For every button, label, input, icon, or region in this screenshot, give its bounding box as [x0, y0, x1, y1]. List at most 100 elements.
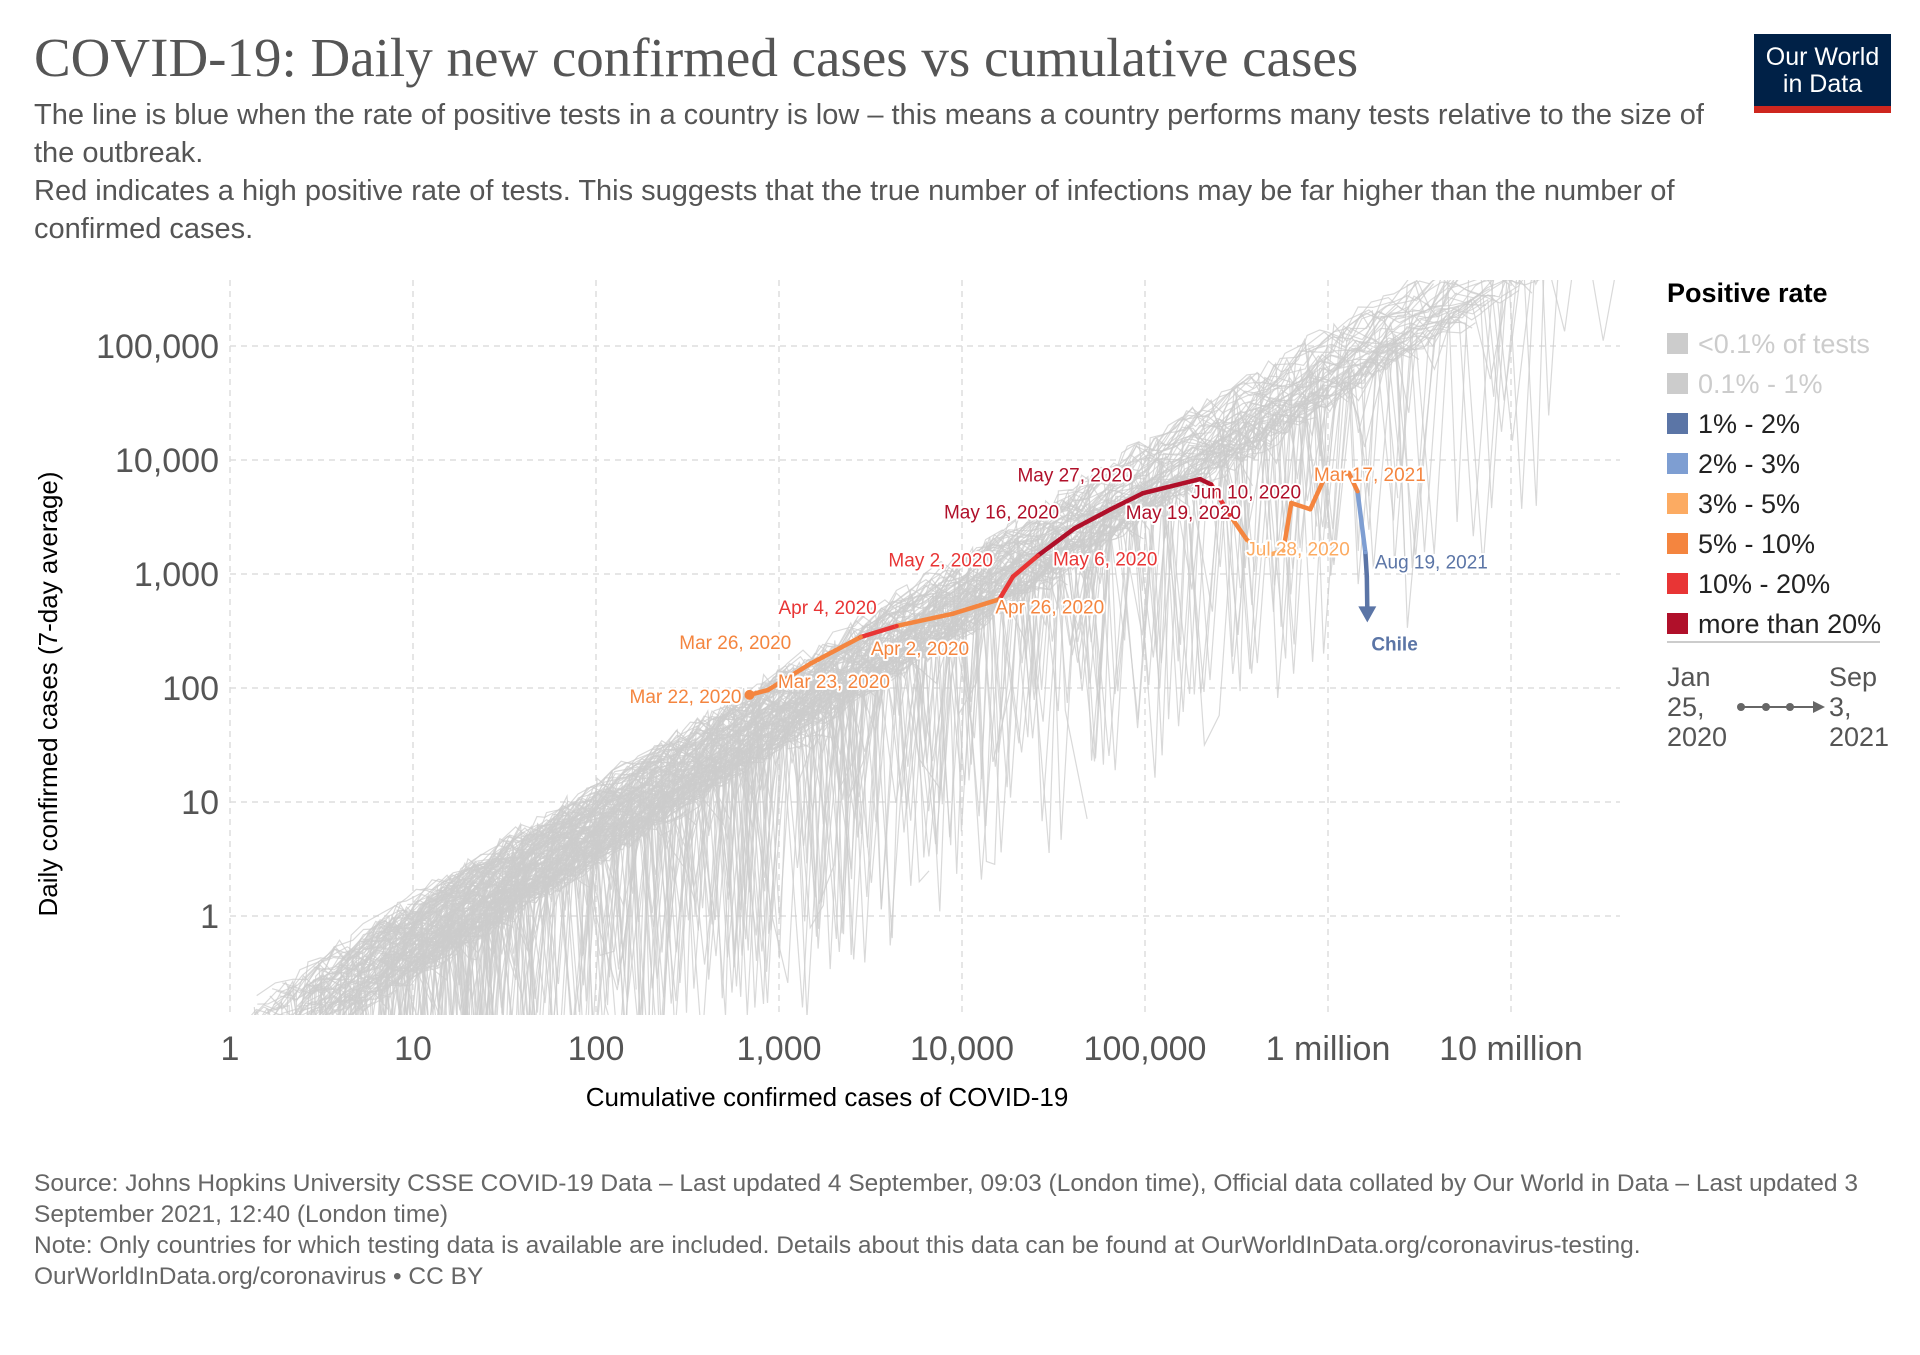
legend-item[interactable]: more than 20% — [1667, 609, 1881, 639]
subtitle-line-2: Red indicates a high positive rate of te… — [34, 175, 1675, 245]
chile-segment — [997, 574, 1016, 602]
date-annotation: Jul 28, 2020 — [1246, 540, 1350, 561]
country-line — [366, 895, 544, 1015]
legend-swatch — [1667, 493, 1688, 514]
chile-segment — [951, 597, 1002, 616]
chart-title: COVID-19: Daily new confirmed cases vs c… — [34, 27, 1359, 88]
chile-point — [744, 689, 755, 700]
date-annotation: Apr 4, 2020 — [779, 598, 877, 619]
background-series — [250, 280, 1615, 1015]
note-text: Note: Only countries for which testing d… — [34, 1232, 1641, 1259]
date-annotation: Aug 19, 2021 — [1375, 553, 1488, 574]
date-annotation: Mar 26, 2020 — [679, 633, 791, 654]
legend-label: 3% - 5% — [1698, 489, 1800, 519]
chile-segment — [808, 634, 864, 666]
legend-item[interactable]: 1% - 2% — [1667, 409, 1800, 439]
chile-segment — [894, 611, 956, 629]
timeline-end-3: 2021 — [1829, 722, 1889, 752]
chile-segment — [1264, 548, 1286, 558]
legend-item[interactable]: 5% - 10% — [1667, 529, 1815, 559]
chile-point — [1281, 548, 1286, 553]
chart-subtitle: The line is blue when the rate of positi… — [34, 96, 1714, 248]
country-line — [359, 827, 632, 1015]
date-annotation: May 27, 2020 — [1017, 465, 1132, 486]
chile-point — [951, 611, 956, 616]
country-line — [341, 763, 726, 1015]
chile-point — [1011, 574, 1016, 579]
country-line — [435, 665, 884, 1015]
y-tick-label: 100 — [162, 670, 219, 708]
country-line — [350, 280, 1541, 1015]
x-tick-label: 100,000 — [1084, 1030, 1207, 1068]
legend-swatch — [1667, 413, 1688, 434]
chile-segment — [1140, 476, 1203, 496]
chile-series[interactable]: Mar 22, 2020 Mar 23, 2020 Mar 26, 2020 Apr … — [628, 463, 1490, 710]
y-tick-label: 10 — [181, 784, 219, 822]
y-tick-label: 1 — [200, 898, 219, 936]
chile-segment — [1244, 537, 1269, 558]
logo-line-2: in Data — [1782, 70, 1863, 98]
country-line — [296, 308, 1450, 1015]
chile-point — [1321, 477, 1326, 482]
chile-point — [1140, 491, 1145, 496]
x-tick-label: 10 — [394, 1030, 432, 1068]
timeline[interactable]: Jan 25, 2020 Sep 3, 2021 — [1667, 662, 1889, 752]
country-line — [360, 807, 628, 1015]
chile-point — [1035, 553, 1040, 558]
chile-label: Chile — [1371, 634, 1417, 655]
chile-segment — [1321, 470, 1352, 482]
timeline-end-1: Sep — [1829, 662, 1877, 692]
legend-label: 10% - 20% — [1698, 569, 1830, 599]
chile-segment — [1227, 512, 1250, 542]
country-line — [307, 682, 816, 1015]
chile-arrow-icon — [1358, 606, 1377, 623]
chile-segment — [1281, 500, 1294, 553]
chile-point — [1308, 507, 1313, 512]
axis-ticks: 1 10 100 1,000 10,000 100,000 1 million 10 mill… — [96, 328, 1583, 1068]
legend-item[interactable]: 10% - 20% — [1667, 569, 1830, 599]
chile-segment — [1308, 476, 1327, 512]
grid — [229, 280, 1620, 1015]
date-annotation: Jun 10, 2020 — [1191, 482, 1301, 503]
credit-link[interactable]: OurWorldInData.org/coronavirus • CC BY — [34, 1263, 484, 1290]
x-axis-title: Cumulative confirmed cases of COVID-19 — [586, 1082, 1069, 1112]
y-tick-label: 100,000 — [96, 328, 219, 366]
legend-swatch — [1667, 333, 1688, 354]
chile-segment — [1035, 526, 1077, 558]
x-tick-label: 1,000 — [736, 1030, 821, 1068]
date-annotation: Mar 22, 2020 — [630, 687, 742, 708]
chile-segment — [1010, 553, 1041, 579]
source-text: Source: Johns Hopkins University CSSE CO… — [34, 1170, 1858, 1228]
footer: Source: Johns Hopkins University CSSE CO… — [34, 1168, 1874, 1292]
legend-item[interactable]: 0.1% - 1% — [1667, 369, 1823, 399]
date-annotation: May 16, 2020 — [944, 503, 1059, 524]
chile-point — [1264, 553, 1269, 558]
chile-point — [1364, 574, 1369, 579]
timeline-arrow-icon[interactable] — [1813, 701, 1825, 713]
legend-item[interactable]: <0.1% of tests — [1667, 329, 1870, 359]
y-tick-label: 1,000 — [134, 556, 219, 594]
chile-point — [894, 623, 899, 628]
owid-logo[interactable]: Our World in Data — [1754, 34, 1891, 113]
legend-label: 2% - 3% — [1698, 449, 1800, 479]
legend-swatch — [1667, 573, 1688, 594]
date-annotation: May 19, 2020 — [1126, 503, 1241, 524]
chile-segment — [858, 623, 900, 640]
legend-item[interactable]: 2% - 3% — [1667, 449, 1800, 479]
chile-point — [1363, 550, 1368, 555]
legend-label: 1% - 2% — [1698, 409, 1800, 439]
timeline-start-3: 2020 — [1667, 722, 1727, 752]
x-tick-label: 100 — [568, 1030, 625, 1068]
country-line — [448, 444, 1241, 1015]
x-tick-label: 1 million — [1266, 1030, 1391, 1068]
legend-label: more than 20% — [1698, 609, 1881, 639]
timeline-handle-start[interactable] — [1737, 703, 1745, 711]
legend-item[interactable]: 3% - 5% — [1667, 489, 1800, 519]
country-line — [306, 376, 1328, 1015]
date-annotation: Apr 26, 2020 — [995, 597, 1104, 618]
timeline-start-1: Jan — [1667, 662, 1711, 692]
chile-point — [1108, 507, 1113, 512]
chile-segment — [1355, 489, 1368, 555]
country-line — [380, 584, 1059, 1015]
